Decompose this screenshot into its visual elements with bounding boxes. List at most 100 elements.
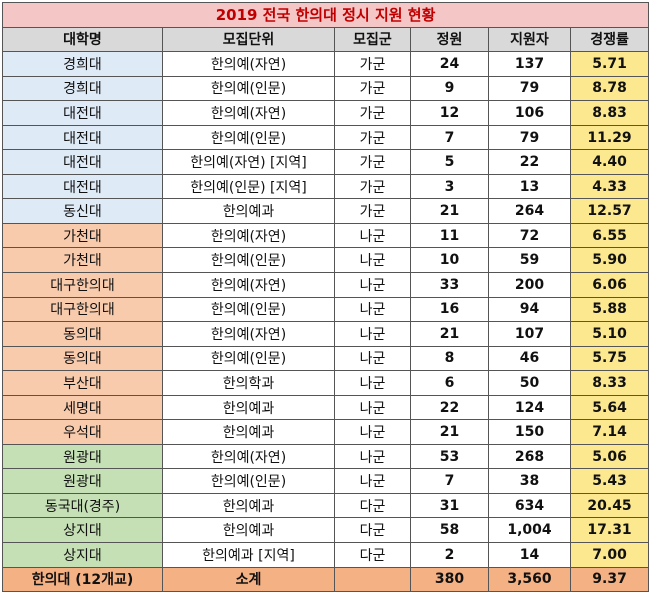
unit-cell: 한의예(인문) [162, 345, 335, 372]
univ-cell: 가천대 [2, 222, 163, 249]
unit-cell: 한의예(자연) [162, 272, 335, 298]
applicants-cell: 150 [488, 419, 571, 445]
univ-cell: 동의대 [2, 321, 163, 347]
unit-cell: 한의예(인문) [162, 247, 335, 274]
table-row: 원광대 한의예(인문) 나군 7 38 5.43 [2, 468, 650, 494]
group-cell: 나군 [334, 321, 411, 347]
univ-cell: 대전대 [2, 124, 163, 151]
quota-cell: 10 [410, 247, 489, 274]
group-cell: 나군 [334, 468, 411, 494]
unit-cell: 한의예과 [162, 394, 335, 421]
quota-cell: 7 [410, 124, 489, 151]
group-cell: 나군 [334, 443, 411, 470]
rate-cell: 5.71 [569, 51, 650, 77]
total-group-cell [334, 566, 411, 593]
quota-cell: 7 [410, 468, 489, 494]
table-row: 대구한의대 한의예(인문) 나군 16 94 5.88 [2, 296, 650, 323]
applicants-cell: 124 [488, 394, 571, 421]
quota-cell: 12 [410, 100, 489, 126]
unit-cell: 한의예(자연) [162, 321, 335, 347]
rate-cell: 5.06 [569, 443, 650, 470]
quota-cell: 6 [410, 370, 489, 396]
unit-cell: 한의예(자연) [지역] [162, 149, 335, 175]
applicants-cell: 79 [488, 75, 571, 102]
header-quota: 정원 [410, 26, 489, 53]
table-row: 대전대 한의예(자연) [지역] 가군 5 22 4.40 [2, 149, 650, 175]
rate-cell: 11.29 [569, 124, 650, 151]
univ-cell: 동신대 [2, 198, 163, 224]
rate-cell: 4.40 [569, 149, 650, 175]
quota-cell: 21 [410, 198, 489, 224]
univ-cell: 경희대 [2, 51, 163, 77]
unit-cell: 한의예(인문) [지역] [162, 173, 335, 200]
group-cell: 가군 [334, 198, 411, 224]
applicants-cell: 22 [488, 149, 571, 175]
rate-cell: 4.33 [569, 173, 650, 200]
univ-cell: 대전대 [2, 100, 163, 126]
univ-cell: 상지대 [2, 542, 163, 568]
quota-cell: 33 [410, 272, 489, 298]
group-cell: 가군 [334, 51, 411, 77]
applicants-cell: 38 [488, 468, 571, 494]
total-quota-cell: 380 [410, 566, 489, 593]
total-rate-cell: 9.37 [569, 566, 650, 593]
univ-cell: 대구한의대 [2, 272, 163, 298]
group-cell: 나군 [334, 370, 411, 396]
univ-cell: 동국대(경주) [2, 492, 163, 519]
quota-cell: 8 [410, 345, 489, 372]
table-row: 가천대 한의예(인문) 나군 10 59 5.90 [2, 247, 650, 274]
group-cell: 가군 [334, 149, 411, 175]
rate-cell: 8.78 [569, 75, 650, 102]
unit-cell: 한의예(인문) [162, 296, 335, 323]
rate-cell: 6.55 [569, 222, 650, 249]
group-cell: 다군 [334, 492, 411, 519]
rate-cell: 6.06 [569, 272, 650, 298]
table-row: 부산대 한의학과 나군 6 50 8.33 [2, 370, 650, 396]
group-cell: 나군 [334, 345, 411, 372]
rate-cell: 7.00 [569, 542, 650, 568]
quota-cell: 16 [410, 296, 489, 323]
group-cell: 다군 [334, 517, 411, 544]
unit-cell: 한의예과 [162, 517, 335, 544]
applicants-cell: 59 [488, 247, 571, 274]
applicants-cell: 107 [488, 321, 571, 347]
univ-cell: 대전대 [2, 149, 163, 175]
univ-cell: 대전대 [2, 173, 163, 200]
unit-cell: 한의학과 [162, 370, 335, 396]
univ-cell: 상지대 [2, 517, 163, 544]
table-title: 2019 전국 한의대 정시 지원 현황 [1, 2, 650, 28]
group-cell: 나군 [334, 419, 411, 445]
unit-cell: 한의예(인문) [162, 468, 335, 494]
table-row: 원광대 한의예(자연) 나군 53 268 5.06 [2, 443, 650, 470]
table-row: 우석대 한의예과 나군 21 150 7.14 [2, 419, 650, 445]
quota-cell: 24 [410, 51, 489, 77]
total-unit-cell: 소계 [162, 566, 335, 593]
header-rate: 경쟁률 [569, 26, 650, 53]
applicants-cell: 72 [488, 222, 571, 249]
univ-cell: 대구한의대 [2, 296, 163, 323]
univ-cell: 동의대 [2, 345, 163, 372]
quota-cell: 22 [410, 394, 489, 421]
applicants-cell: 268 [488, 443, 571, 470]
table-row: 대전대 한의예(자연) 가군 12 106 8.83 [2, 100, 650, 126]
applicants-cell: 46 [488, 345, 571, 372]
table-row: 동의대 한의예(자연) 나군 21 107 5.10 [2, 321, 650, 347]
univ-cell: 경희대 [2, 75, 163, 102]
group-cell: 나군 [334, 394, 411, 421]
total-univ-cell: 한의대 (12개교) [2, 566, 163, 593]
quota-cell: 21 [410, 321, 489, 347]
group-cell: 가군 [334, 75, 411, 102]
header-row: 대학명 모집단위 모집군 정원 지원자 경쟁률 [2, 26, 650, 53]
applicants-cell: 13 [488, 173, 571, 200]
applicants-cell: 79 [488, 124, 571, 151]
quota-cell: 21 [410, 419, 489, 445]
univ-cell: 원광대 [2, 443, 163, 470]
rate-cell: 5.75 [569, 345, 650, 372]
univ-cell: 가천대 [2, 247, 163, 274]
unit-cell: 한의예(자연) [162, 443, 335, 470]
group-cell: 나군 [334, 296, 411, 323]
rate-cell: 5.43 [569, 468, 650, 494]
table-row: 대전대 한의예(인문) 가군 7 79 11.29 [2, 124, 650, 151]
applicants-cell: 137 [488, 51, 571, 77]
